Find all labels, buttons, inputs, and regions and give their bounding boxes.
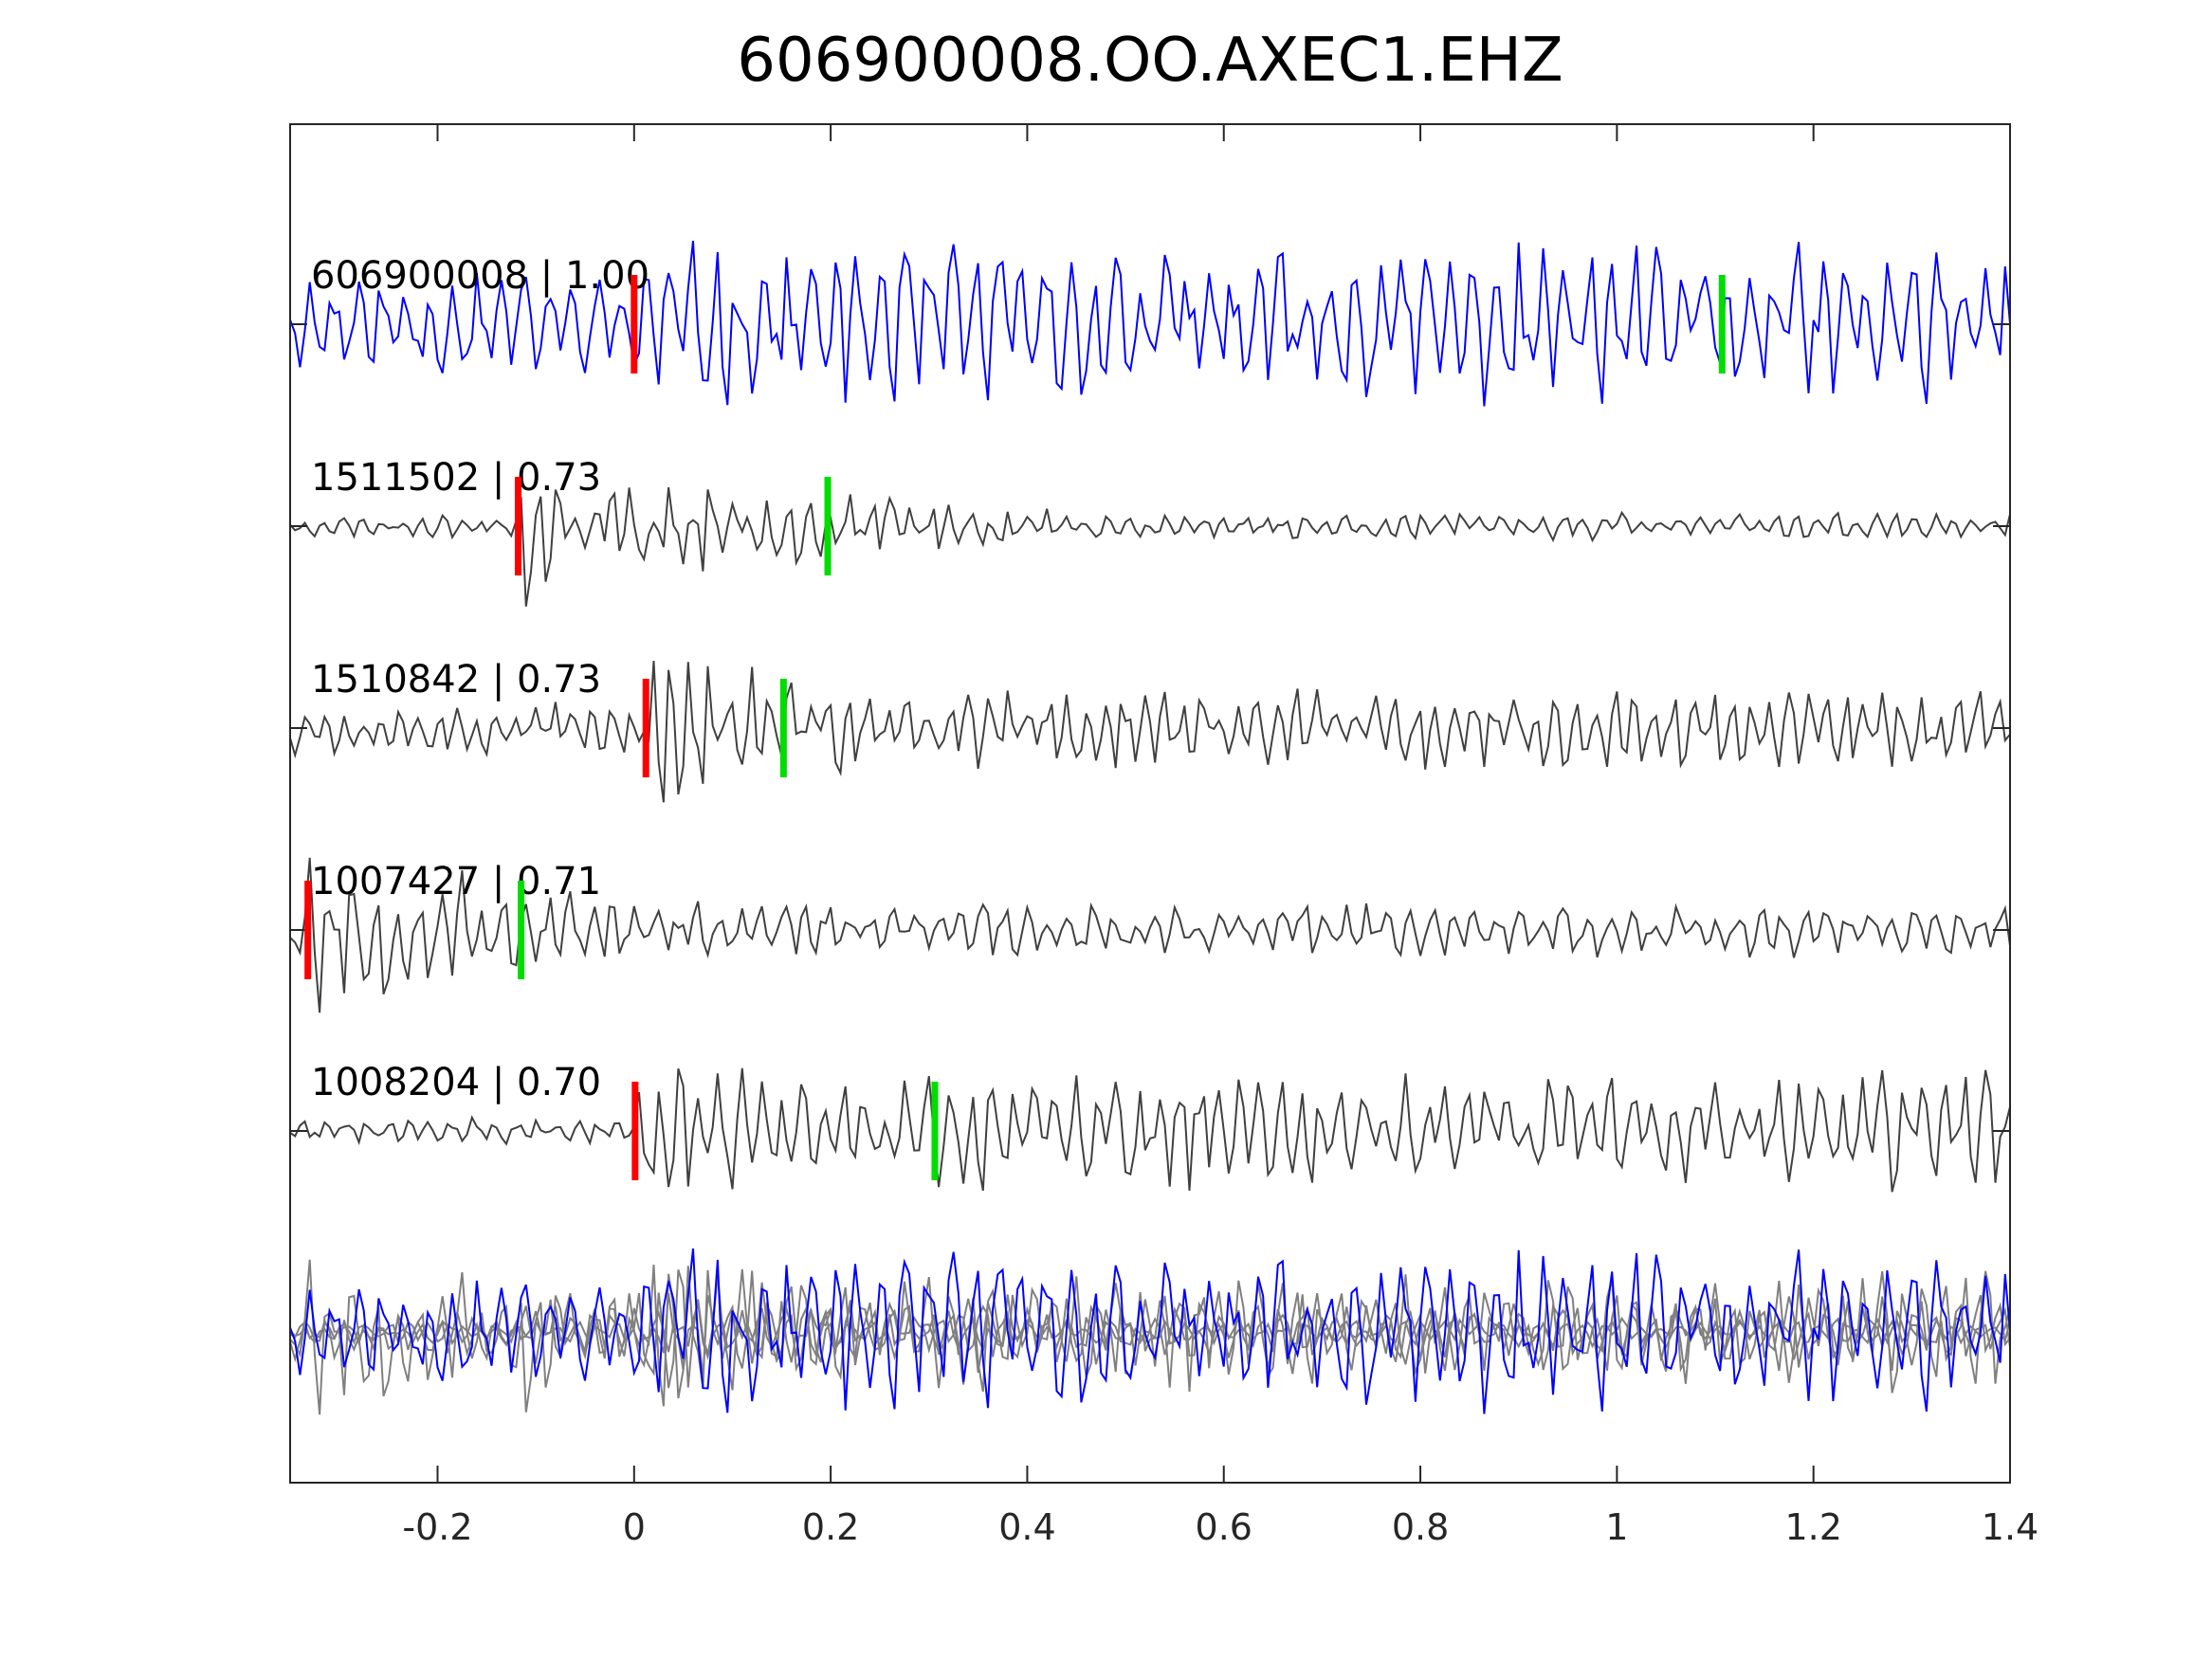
trace-label-1008204: 1008204 | 0.70 xyxy=(311,1061,601,1104)
waveform-trace-1511502 xyxy=(289,486,2011,607)
trace-label-1007427: 1007427 | 0.71 xyxy=(311,860,601,903)
waveform-trace-1510842 xyxy=(289,660,2011,803)
x-tick-label: 0.6 xyxy=(1196,1506,1252,1548)
x-tick-label: 0.4 xyxy=(998,1506,1055,1548)
trace-label-606900008: 606900008 | 1.00 xyxy=(311,254,649,298)
x-tick-label: 1.2 xyxy=(1784,1506,1841,1548)
x-tick-label: 0.8 xyxy=(1392,1506,1449,1548)
waveform-trace-1008204 xyxy=(289,1067,2011,1193)
stack-trace-606900008 xyxy=(289,1248,2011,1414)
trace-label-1510842: 1510842 | 0.73 xyxy=(311,658,601,702)
x-tick-label: -0.2 xyxy=(402,1506,472,1548)
pick-marker-group xyxy=(304,275,1726,1180)
x-tick-label: 0 xyxy=(623,1506,646,1548)
x-tick-label: 0.2 xyxy=(802,1506,859,1548)
trace-group xyxy=(289,240,2011,1415)
trace-label-group: 606900008 | 1.00 1511502 | 0.73 1510842 | … xyxy=(311,254,649,1104)
waveform-trace-1007427 xyxy=(289,857,2011,1013)
stack-trace-1007427 xyxy=(289,1259,2011,1415)
axes-box xyxy=(289,123,2011,1484)
x-tick-label: 1.4 xyxy=(1982,1506,2038,1548)
x-tick-label: 1 xyxy=(1605,1506,1628,1548)
chart-title: 606900008.OO.AXEC1.EHZ xyxy=(737,26,1563,96)
trace-label-1511502: 1511502 | 0.73 xyxy=(311,456,601,500)
x-axis: -0.2 0 0.2 0.4 0.6 0.8 1 1.2 1.4 xyxy=(402,124,2038,1548)
